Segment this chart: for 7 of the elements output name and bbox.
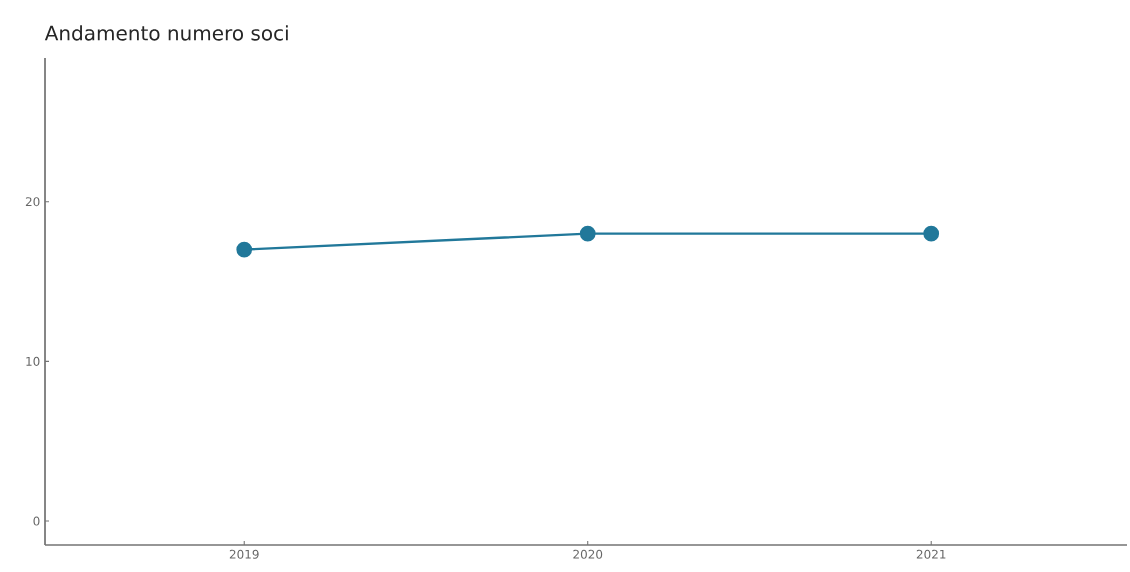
- y-tick-label: 10: [26, 356, 40, 366]
- y-tick-label: 0: [33, 516, 40, 526]
- chart-title: Andamento numero soci: [44, 25, 288, 41]
- x-tick-label: 2019: [229, 549, 259, 559]
- y-tick-label: 20: [25, 197, 40, 207]
- x-tick-label: 2021: [916, 549, 946, 559]
- x-tick-label: 2020: [573, 549, 603, 559]
